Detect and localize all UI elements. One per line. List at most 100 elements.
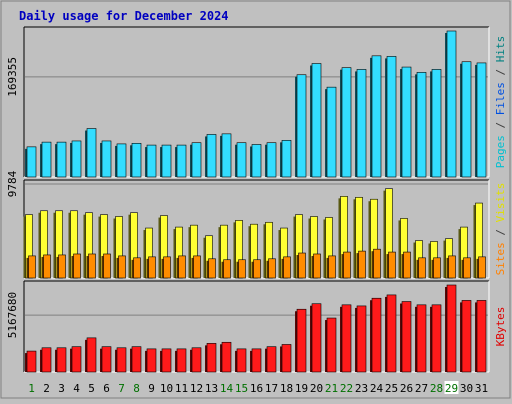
bar-face: [206, 343, 217, 373]
bar-face: [296, 308, 307, 373]
bar-face: [358, 250, 366, 279]
bar-kbytes-day-1: [25, 350, 37, 373]
x-tick-label: 12: [190, 382, 203, 395]
x-tick-label: 8: [133, 382, 140, 395]
bar-kbytes-day-29: [445, 284, 457, 373]
bar-face: [146, 144, 157, 178]
bar-face: [251, 348, 262, 373]
bar-face: [326, 86, 337, 178]
bar-face: [161, 144, 172, 178]
bar-face: [281, 140, 292, 178]
x-tick-label: 31: [475, 382, 488, 395]
bar-face: [433, 257, 441, 279]
bar-kbytes-day-22: [340, 304, 352, 373]
x-tick-label: 9: [148, 382, 155, 395]
bar-kbytes-day-3: [55, 347, 67, 373]
panel-series-label-part: /: [494, 115, 507, 135]
bar-kbytes-day-15: [235, 348, 247, 373]
bar-face: [86, 337, 97, 373]
bar-hits-day-27: [415, 72, 427, 178]
bar-hits-day-9: [145, 144, 157, 178]
bar-face: [251, 144, 262, 178]
bar-hits-day-4: [70, 140, 82, 178]
x-tick-label: 5: [88, 382, 95, 395]
bar-face: [101, 140, 112, 178]
bar-face: [58, 254, 66, 279]
bar-face: [328, 255, 336, 279]
bar-kbytes-day-5: [85, 337, 97, 373]
bar-face: [268, 258, 276, 279]
panel-series-label: Pages / Files / Hits: [494, 36, 507, 169]
x-tick-label: 14: [220, 382, 234, 395]
bar-face: [146, 348, 157, 373]
bar-kbytes-day-6: [100, 346, 112, 373]
bar-sites-day-7: [116, 255, 126, 279]
x-tick-label: 27: [415, 382, 428, 395]
bar-kbytes-day-9: [145, 348, 157, 373]
bar-hits-day-5: [85, 128, 97, 178]
bar-face: [56, 347, 67, 373]
bar-face: [88, 253, 96, 279]
bar-sites-day-18: [281, 256, 291, 279]
x-tick-label: 22: [340, 382, 353, 395]
bar-face: [163, 256, 171, 279]
bar-sites-day-28: [431, 257, 441, 279]
bar-kbytes-day-4: [70, 346, 82, 373]
bar-sites-day-4: [71, 253, 81, 279]
bar-face: [341, 67, 352, 178]
bar-face: [373, 248, 381, 279]
bar-face: [343, 251, 351, 279]
bar-face: [356, 305, 367, 373]
x-tick-label: 26: [400, 382, 413, 395]
bar-face: [253, 259, 261, 279]
bar-face: [431, 304, 442, 373]
bar-kbytes-day-7: [115, 347, 127, 373]
bar-kbytes-day-23: [355, 305, 367, 373]
bar-face: [148, 256, 156, 279]
y-tick-label: 9784: [6, 170, 19, 197]
bar-hits-day-10: [160, 144, 172, 178]
bar-hits-day-17: [265, 142, 277, 178]
bar-hits-day-29: [445, 30, 457, 178]
bar-hits-day-31: [475, 62, 487, 178]
bar-face: [208, 258, 216, 279]
bar-face: [296, 74, 307, 178]
bar-face: [418, 257, 426, 279]
bar-face: [341, 304, 352, 373]
bar-face: [236, 348, 247, 373]
bar-kbytes-day-21: [325, 317, 337, 373]
bar-face: [403, 251, 411, 279]
x-tick-label: 25: [385, 382, 398, 395]
bar-hits-day-24: [370, 55, 382, 178]
chart-title: Daily usage for December 2024: [19, 9, 229, 23]
bar-face: [416, 304, 427, 373]
panel-series-label-part: Hits: [494, 36, 507, 63]
bar-face: [371, 297, 382, 373]
bar-face: [161, 348, 172, 373]
panel-series-label: Sites / Visits: [494, 183, 507, 276]
bar-kbytes-day-12: [190, 347, 202, 373]
bar-face: [476, 300, 487, 373]
bar-sites-day-9: [146, 256, 156, 279]
bar-sites-day-5: [86, 253, 96, 279]
bar-kbytes-day-16: [250, 348, 262, 373]
bar-face: [283, 256, 291, 279]
bar-sites-day-30: [461, 257, 471, 279]
bar-sites-day-17: [266, 258, 276, 279]
panel-series-label-part: Visits: [494, 183, 507, 223]
bar-hits-day-1: [25, 146, 37, 178]
bar-face: [311, 63, 322, 178]
bar-hits-day-12: [190, 142, 202, 178]
bar-face: [446, 30, 457, 178]
bar-sites-day-27: [416, 257, 426, 279]
x-tick-label: 10: [160, 382, 173, 395]
bar-sites-day-11: [176, 255, 186, 279]
bar-face: [446, 284, 457, 373]
bar-sites-day-23: [356, 250, 366, 279]
bar-face: [388, 251, 396, 279]
x-tick-label: 11: [175, 382, 188, 395]
bar-face: [476, 62, 487, 178]
bar-kbytes-day-20: [310, 303, 322, 373]
bar-sites-day-3: [56, 254, 66, 279]
